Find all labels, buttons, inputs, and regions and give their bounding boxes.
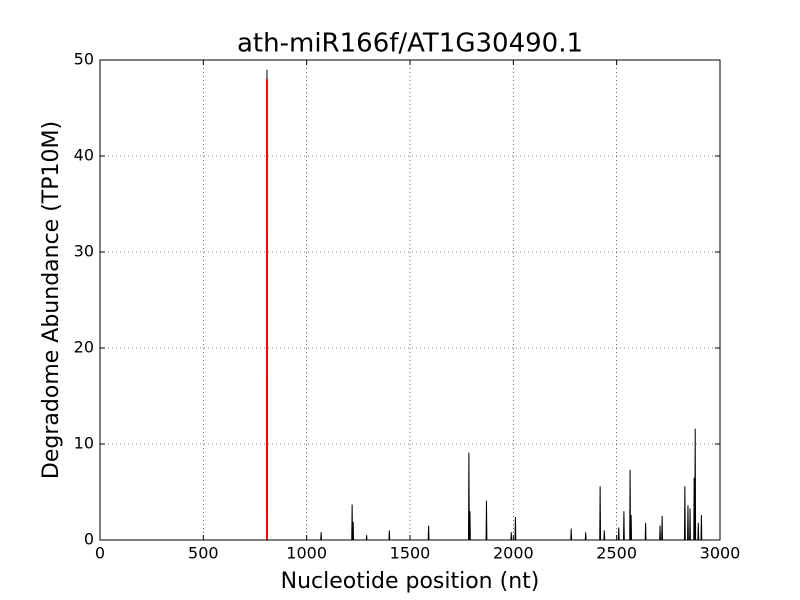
y-tick-label: 20 [74,338,94,357]
plot-frame [99,59,721,541]
y-tick-label: 50 [74,50,94,69]
x-axis-label: Nucleotide position (nt) [281,569,540,594]
y-axis-label: Degradome Abundance (TP10M) [39,121,64,479]
data-line [100,69,703,541]
y-tick-label: 30 [74,242,94,261]
y-tick-label: 0 [84,530,94,549]
x-tick-label: 3000 [700,544,741,563]
x-tick-label: 1500 [390,544,431,563]
x-tick-label: 2000 [493,544,534,563]
y-tick-label: 10 [74,434,94,453]
y-tick-label: 40 [74,146,94,165]
x-tick-label: 0 [95,544,105,563]
chart-title: ath-miR166f/AT1G30490.1 [237,29,583,59]
x-tick-label: 500 [188,544,219,563]
x-tick-label: 2500 [596,544,637,563]
x-tick-label: 1000 [286,544,327,563]
